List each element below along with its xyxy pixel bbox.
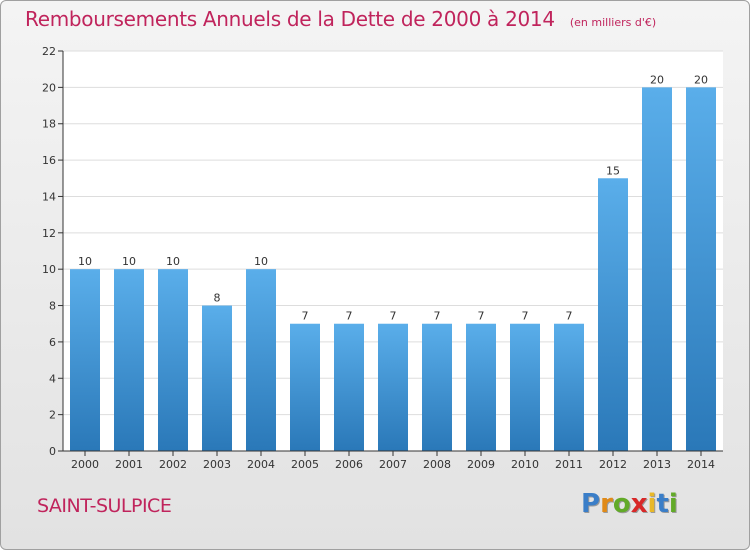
logo-letter: r [600, 489, 613, 519]
y-tick-label: 22 [42, 45, 56, 58]
y-tick-label: 10 [42, 263, 56, 276]
logo-letter: o [612, 489, 631, 519]
value-label-2013: 20 [650, 73, 664, 86]
y-tick-label: 12 [42, 227, 56, 240]
value-label-2009: 7 [478, 310, 485, 323]
x-tick-label-2003: 2003 [203, 458, 231, 471]
value-label-2000: 10 [78, 255, 92, 268]
x-tick-label-2011: 2011 [555, 458, 583, 471]
x-tick-label-2009: 2009 [467, 458, 495, 471]
x-tick-label-2008: 2008 [423, 458, 451, 471]
bar-2008 [422, 323, 452, 451]
logo-letter: x [630, 489, 648, 519]
value-label-2005: 7 [302, 310, 309, 323]
x-tick-label-2002: 2002 [159, 458, 187, 471]
title-line: Remboursements Annuels de la Dette de 20… [25, 7, 656, 31]
bar-2000 [70, 269, 100, 451]
logo-letter: i [668, 489, 678, 519]
y-tick-label: 6 [49, 336, 56, 349]
chart-subtitle: (en milliers d'€) [569, 16, 657, 29]
value-label-2010: 7 [522, 310, 529, 323]
y-tick-label: 8 [49, 300, 56, 313]
x-tick-label-2006: 2006 [335, 458, 363, 471]
bar-2005 [290, 323, 320, 451]
logo-letter: P [581, 489, 601, 519]
x-tick-label-2014: 2014 [687, 458, 715, 471]
value-label-2012: 15 [606, 164, 620, 177]
logo-letter: i [647, 489, 657, 519]
x-tick-label-2010: 2010 [511, 458, 539, 471]
value-label-2014: 20 [694, 73, 708, 86]
x-tick-label-2004: 2004 [247, 458, 275, 471]
axes: 0 2 4 6 8 10 12 14 16 18 20 22 2000 2001 2002 2003 2004 2… [42, 45, 723, 471]
y-tick-label: 4 [49, 372, 56, 385]
value-label-2002: 10 [166, 255, 180, 268]
x-tick-label-2000: 2000 [71, 458, 99, 471]
commune-name: SAINT-SULPICE [37, 495, 172, 517]
bar-2004 [246, 269, 276, 451]
bar-2007 [378, 323, 408, 451]
y-tick-label: 14 [42, 190, 56, 203]
x-tick-label-2001: 2001 [115, 458, 143, 471]
logo-letter: t [656, 489, 669, 519]
y-tick-label: 2 [49, 409, 56, 422]
value-label-2006: 7 [346, 310, 353, 323]
value-label-2008: 7 [434, 310, 441, 323]
bar-2009 [466, 323, 496, 451]
y-tick-label: 20 [42, 81, 56, 94]
value-label-2001: 10 [122, 255, 136, 268]
bar-2002 [158, 269, 188, 451]
x-tick-label-2012: 2012 [599, 458, 627, 471]
bar-2010 [510, 323, 540, 451]
y-tick-label: 16 [42, 154, 56, 167]
bars: 10 10 10 8 10 7 7 7 7 7 7 7 15 20 20 [70, 73, 716, 452]
x-tick-label-2005: 2005 [291, 458, 319, 471]
y-tick-label: 18 [42, 118, 56, 131]
bar-2013 [642, 87, 672, 451]
bar-2001 [114, 269, 144, 451]
proxiti-logo: Proxiti [581, 489, 678, 519]
bar-2003 [202, 305, 232, 451]
bar-2006 [334, 323, 364, 451]
chart-title: Remboursements Annuels de la Dette de 20… [25, 7, 555, 31]
value-label-2003: 8 [214, 292, 221, 305]
x-tick-label-2013: 2013 [643, 458, 671, 471]
y-tick-label: 0 [49, 445, 56, 458]
value-label-2007: 7 [390, 310, 397, 323]
value-label-2004: 10 [254, 255, 268, 268]
value-label-2011: 7 [566, 310, 573, 323]
bar-2012 [598, 178, 628, 452]
x-tick-label-2007: 2007 [379, 458, 407, 471]
bar-2011 [554, 323, 584, 451]
bar-2014 [686, 87, 716, 451]
